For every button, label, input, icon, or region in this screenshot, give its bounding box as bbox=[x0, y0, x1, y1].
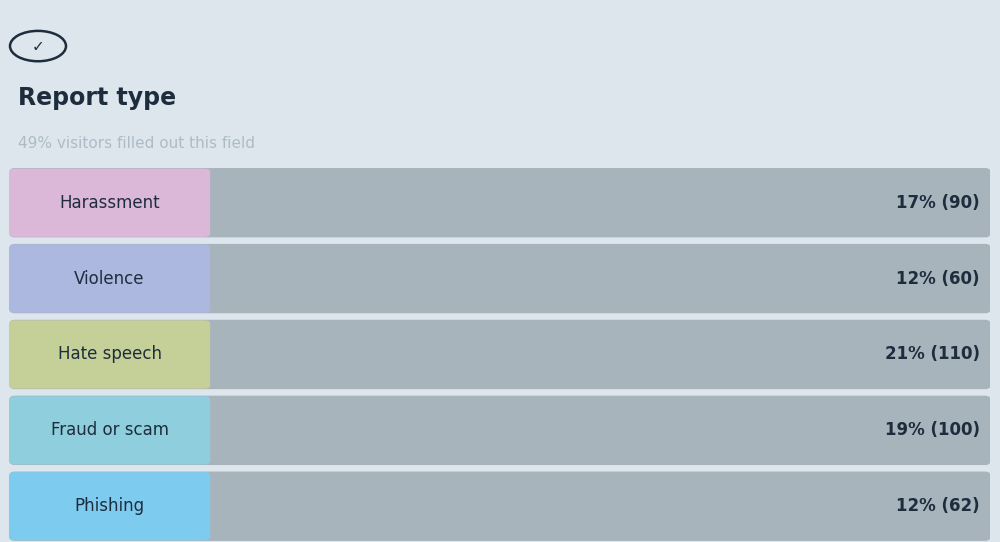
FancyBboxPatch shape bbox=[9, 472, 210, 540]
Text: 19% (100): 19% (100) bbox=[885, 421, 980, 440]
FancyBboxPatch shape bbox=[9, 169, 210, 237]
Text: Hate speech: Hate speech bbox=[58, 345, 162, 364]
FancyBboxPatch shape bbox=[10, 244, 990, 313]
Text: 49% visitors filled out this field: 49% visitors filled out this field bbox=[18, 136, 255, 151]
FancyBboxPatch shape bbox=[10, 472, 990, 541]
FancyBboxPatch shape bbox=[10, 320, 990, 389]
FancyBboxPatch shape bbox=[9, 320, 210, 389]
Text: 12% (60): 12% (60) bbox=[896, 269, 980, 288]
Text: 21% (110): 21% (110) bbox=[885, 345, 980, 364]
Text: Fraud or scam: Fraud or scam bbox=[51, 421, 169, 440]
Text: Violence: Violence bbox=[74, 269, 145, 288]
Text: Phishing: Phishing bbox=[75, 497, 145, 515]
Text: 17% (90): 17% (90) bbox=[896, 193, 980, 212]
Text: Harassment: Harassment bbox=[59, 193, 160, 212]
Text: Report type: Report type bbox=[18, 86, 176, 109]
FancyBboxPatch shape bbox=[9, 244, 210, 313]
Text: ✓: ✓ bbox=[32, 38, 44, 54]
FancyBboxPatch shape bbox=[10, 168, 990, 237]
FancyBboxPatch shape bbox=[10, 396, 990, 465]
FancyBboxPatch shape bbox=[9, 396, 210, 464]
Text: 12% (62): 12% (62) bbox=[896, 497, 980, 515]
